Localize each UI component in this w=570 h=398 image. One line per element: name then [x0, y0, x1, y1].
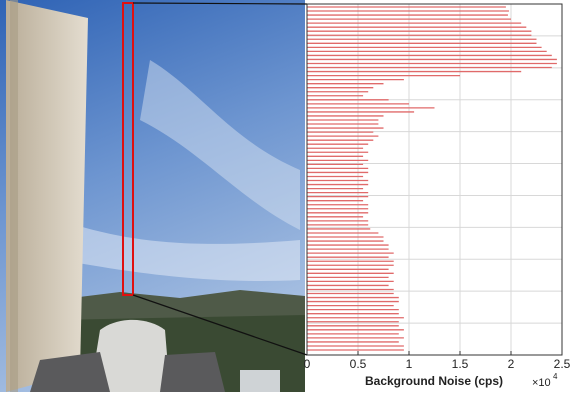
connector — [132, 294, 308, 356]
plot-area — [307, 4, 562, 355]
wall — [6, 0, 88, 392]
plot-frame — [306, 3, 563, 356]
equipment — [240, 370, 280, 392]
telescope-base — [30, 352, 225, 392]
x-tick-label: 1 — [406, 357, 413, 371]
cloud — [140, 60, 300, 230]
x-axis-label: Background Noise (cps) — [365, 374, 503, 388]
selection-box — [122, 2, 134, 296]
x-tick-label: 0 — [304, 357, 311, 371]
x-tick-label: 1.5 — [452, 357, 469, 371]
x-tick-label: 0.5 — [350, 357, 367, 371]
x-multiplier: ×10 — [532, 377, 551, 389]
photo — [0, 0, 305, 392]
plot — [306, 4, 563, 355]
telescope — [90, 319, 170, 392]
x-multiplier-exponent: 4 — [553, 372, 558, 381]
connector — [132, 2, 308, 5]
cloud — [60, 220, 300, 281]
x-tick-label: 2.5 — [554, 357, 570, 371]
x-tick-label: 2 — [508, 357, 515, 371]
pipe — [10, 0, 18, 392]
